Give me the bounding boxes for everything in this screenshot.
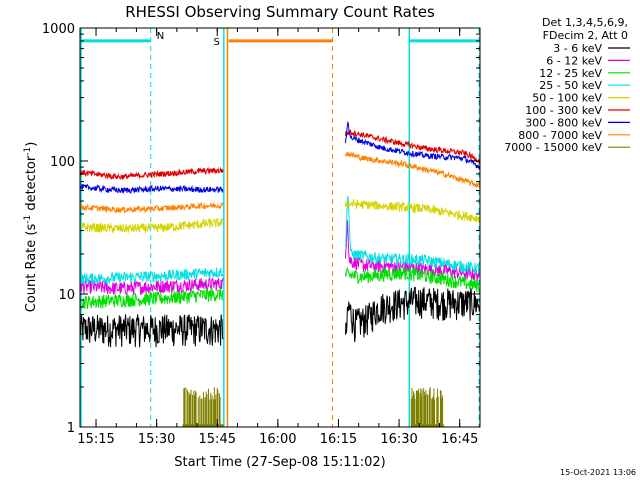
series-6-segment-0 bbox=[79, 183, 224, 195]
legend-label-7: 800 - 7000 keV bbox=[518, 129, 602, 142]
series-1 bbox=[79, 220, 481, 296]
legend-label-6: 300 - 800 keV bbox=[525, 116, 602, 129]
series-0-segment-1 bbox=[345, 286, 481, 343]
plot-frame bbox=[79, 27, 481, 428]
series-6 bbox=[79, 120, 481, 195]
y-tick-label-2: 100 bbox=[50, 155, 75, 170]
y-tick-label-3: 1000 bbox=[42, 22, 75, 37]
x-tick-label-2: 15:45 bbox=[199, 432, 236, 447]
legend-label-1: 6 - 12 keV bbox=[546, 54, 602, 67]
x-tick-label-0: 15:15 bbox=[77, 432, 114, 447]
y-label-part-3: ) bbox=[24, 142, 39, 147]
series-7-segment-0 bbox=[79, 201, 224, 214]
series-0 bbox=[79, 286, 481, 348]
legend-label-8: 7000 - 15000 keV bbox=[504, 141, 602, 154]
series-8-spikes-0 bbox=[182, 387, 224, 427]
legend-label-2: 12 - 25 keV bbox=[539, 67, 602, 80]
series-3 bbox=[79, 196, 481, 285]
night-label: N bbox=[157, 31, 164, 42]
y-axis-ticks: 1 10 100 1000 bbox=[42, 22, 480, 436]
x-axis-ticks: 15:15 15:30 15:45 16:00 16:15 16:30 16:45 bbox=[77, 28, 481, 447]
series-5-segment-1 bbox=[345, 129, 481, 164]
series-5-segment-0 bbox=[79, 166, 224, 180]
legend-label-3: 25 - 50 keV bbox=[539, 79, 602, 92]
x-tick-label-3: 16:00 bbox=[259, 432, 296, 447]
series-4-segment-0 bbox=[79, 217, 224, 233]
x-tick-label-5: 16:30 bbox=[380, 432, 417, 447]
y-axis-label: Count Rate (s-1 detector-1) bbox=[23, 142, 39, 313]
generation-timestamp: 15-Oct-2021 13:06 bbox=[560, 468, 636, 477]
y-label-part-2: detector bbox=[24, 155, 39, 215]
series-8-spikes-1 bbox=[410, 387, 444, 427]
series-0-segment-0 bbox=[79, 314, 224, 348]
series-3-segment-1 bbox=[345, 196, 481, 275]
series-6-segment-1 bbox=[345, 120, 481, 170]
series-4-segment-1 bbox=[345, 198, 480, 224]
x-axis-label: Start Time (27-Sep-08 15:11:02) bbox=[174, 455, 385, 470]
series-5 bbox=[79, 129, 481, 180]
y-tick-label-1: 10 bbox=[58, 288, 75, 303]
x-tick-label-1: 15:30 bbox=[138, 432, 175, 447]
series-7 bbox=[79, 151, 481, 214]
series-8 bbox=[182, 387, 444, 427]
legend-label-0: 3 - 6 keV bbox=[553, 42, 602, 55]
legend-label-4: 50 - 100 keV bbox=[532, 92, 602, 105]
legend-header-line-2: FDecim 2, Att 0 bbox=[543, 29, 628, 42]
axes bbox=[79, 27, 481, 428]
plot-area: SN bbox=[79, 28, 481, 427]
series-1-segment-0 bbox=[79, 277, 224, 296]
series-2 bbox=[79, 266, 481, 310]
y-label-sup-1: -1 bbox=[23, 215, 33, 224]
series-7-segment-1 bbox=[345, 151, 481, 189]
y-tick-label-0: 1 bbox=[67, 421, 75, 436]
x-tick-label-4: 16:15 bbox=[320, 432, 357, 447]
saa-label: S bbox=[213, 37, 219, 48]
series-2-segment-1 bbox=[345, 266, 481, 293]
y-label-sup-2: -1 bbox=[23, 147, 33, 156]
legend-label-5: 100 - 300 keV bbox=[525, 104, 602, 117]
y-label-part-1: Count Rate (s bbox=[24, 224, 39, 313]
series-3-segment-0 bbox=[79, 267, 224, 285]
x-tick-label-6: 16:45 bbox=[441, 432, 478, 447]
legend-header-line-1: Det 1,3,4,5,6,9, bbox=[542, 16, 628, 29]
series-1-segment-1 bbox=[345, 220, 481, 282]
series-2-segment-0 bbox=[79, 287, 224, 310]
series-4 bbox=[79, 198, 480, 233]
chart-title: RHESSI Observing Summary Count Rates bbox=[125, 3, 435, 21]
